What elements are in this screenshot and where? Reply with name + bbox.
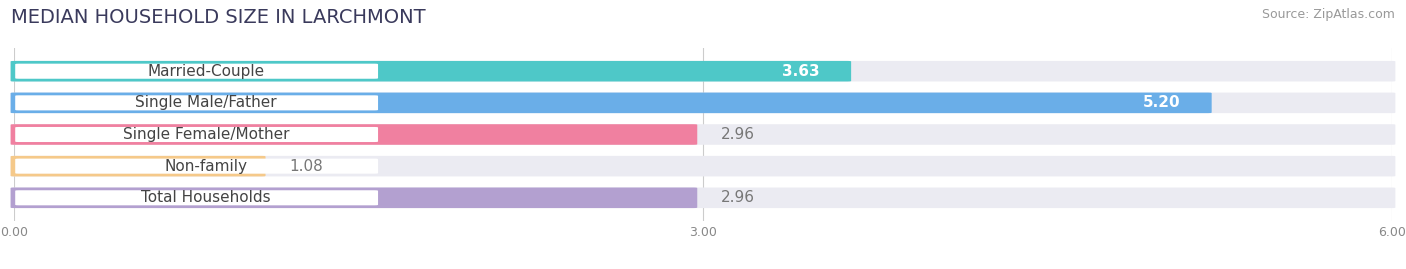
Text: 5.20: 5.20 xyxy=(1143,95,1181,110)
FancyBboxPatch shape xyxy=(11,61,851,82)
FancyBboxPatch shape xyxy=(15,95,378,110)
FancyBboxPatch shape xyxy=(11,93,1395,113)
Text: 2.96: 2.96 xyxy=(721,190,755,205)
FancyBboxPatch shape xyxy=(15,64,378,79)
Text: 1.08: 1.08 xyxy=(290,159,323,174)
FancyBboxPatch shape xyxy=(11,187,697,208)
Text: Married-Couple: Married-Couple xyxy=(148,64,264,79)
FancyBboxPatch shape xyxy=(15,190,378,205)
Text: Non-family: Non-family xyxy=(165,159,247,174)
FancyBboxPatch shape xyxy=(11,93,1212,113)
FancyBboxPatch shape xyxy=(15,127,378,142)
FancyBboxPatch shape xyxy=(11,124,1395,145)
FancyBboxPatch shape xyxy=(11,61,1395,82)
Text: Total Households: Total Households xyxy=(141,190,270,205)
Text: Source: ZipAtlas.com: Source: ZipAtlas.com xyxy=(1261,8,1395,21)
Text: MEDIAN HOUSEHOLD SIZE IN LARCHMONT: MEDIAN HOUSEHOLD SIZE IN LARCHMONT xyxy=(11,8,426,27)
FancyBboxPatch shape xyxy=(11,156,266,176)
FancyBboxPatch shape xyxy=(11,187,1395,208)
Text: Single Female/Mother: Single Female/Mother xyxy=(122,127,290,142)
Text: 3.63: 3.63 xyxy=(783,64,820,79)
Text: Single Male/Father: Single Male/Father xyxy=(135,95,277,110)
FancyBboxPatch shape xyxy=(15,159,378,174)
Text: 2.96: 2.96 xyxy=(721,127,755,142)
FancyBboxPatch shape xyxy=(11,124,697,145)
FancyBboxPatch shape xyxy=(11,156,1395,176)
